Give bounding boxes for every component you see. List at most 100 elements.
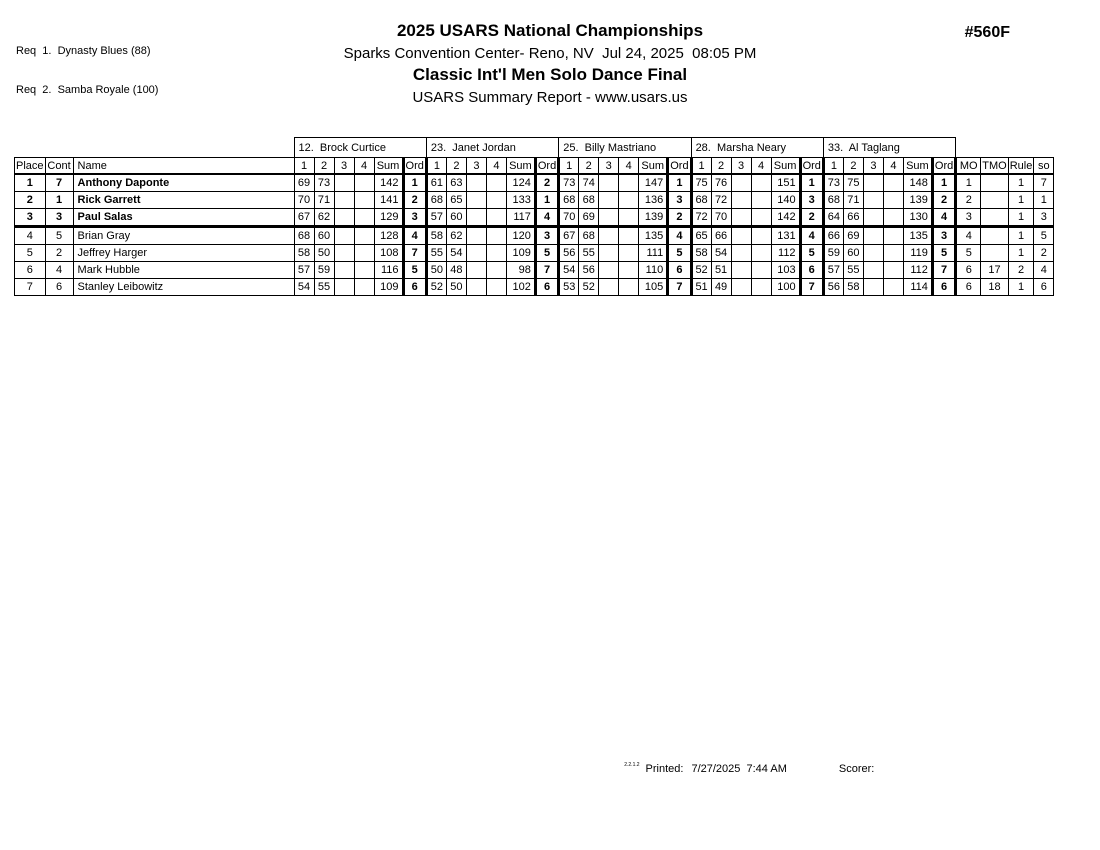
cell-cont: 3 bbox=[44, 208, 74, 228]
cell-sum: 129 bbox=[373, 208, 404, 228]
results-table-container: 12. Brock Curtice 23. Janet Jordan 25. Bil… bbox=[14, 137, 1055, 296]
cell-name: Brian Gray bbox=[72, 226, 295, 245]
cell-sum: 117 bbox=[505, 208, 536, 228]
cell-ord: 3 bbox=[533, 226, 561, 245]
req-line-1: Req 1. Dynasty Blues (88) bbox=[16, 45, 151, 57]
cell-score bbox=[598, 261, 620, 279]
cell-ord: 3 bbox=[666, 191, 693, 209]
cell-score bbox=[598, 278, 620, 296]
cell-score bbox=[465, 261, 487, 279]
cell-sum: 102 bbox=[505, 278, 536, 296]
cell-score: 52 bbox=[425, 278, 447, 296]
venue-date-line: Sparks Convention Center- Reno, NV Jul 2… bbox=[343, 45, 757, 62]
cell-place: 4 bbox=[14, 226, 46, 245]
cell-ord: 2 bbox=[930, 191, 958, 209]
cell-score bbox=[465, 191, 487, 209]
header-score-2: 2 bbox=[313, 157, 335, 175]
cell-score bbox=[485, 261, 507, 279]
cell-ord: 5 bbox=[798, 244, 825, 262]
cell-score: 51 bbox=[710, 261, 732, 279]
cell-score bbox=[333, 226, 355, 245]
cell-score: 54 bbox=[710, 244, 732, 262]
cell-sum: 112 bbox=[770, 244, 801, 262]
cell-mo: 6 bbox=[955, 278, 982, 296]
cell-score bbox=[730, 244, 752, 262]
cell-ord: 4 bbox=[533, 208, 561, 228]
cell-sum: 114 bbox=[902, 278, 933, 296]
cell-cont: 4 bbox=[44, 261, 74, 279]
cell-score: 68 bbox=[578, 191, 600, 209]
cell-mo: 4 bbox=[955, 226, 982, 245]
cell-score: 68 bbox=[690, 191, 712, 209]
cell-score bbox=[485, 244, 507, 262]
cell-score: 67 bbox=[558, 226, 580, 245]
cell-score: 69 bbox=[293, 173, 315, 192]
cell-score bbox=[862, 244, 884, 262]
header-cont: Cont bbox=[44, 157, 74, 175]
header-ord: Ord bbox=[930, 157, 958, 175]
cell-sum: 105 bbox=[638, 278, 669, 296]
header-ord: Ord bbox=[533, 157, 561, 175]
cell-score bbox=[333, 208, 355, 228]
cell-sum: 108 bbox=[373, 244, 404, 262]
cell-sum: 119 bbox=[902, 244, 933, 262]
cell-tmo: 18 bbox=[980, 278, 1009, 296]
cell-score: 66 bbox=[822, 226, 844, 245]
cell-score: 75 bbox=[690, 173, 712, 192]
cell-ord: 6 bbox=[666, 261, 693, 279]
cell-sum: 110 bbox=[638, 261, 669, 279]
cell-rule: 1 bbox=[1007, 191, 1035, 209]
cell-score: 55 bbox=[313, 278, 335, 296]
cell-score: 72 bbox=[690, 208, 712, 228]
cell-sum: 142 bbox=[770, 208, 801, 228]
cell-mo: 3 bbox=[955, 208, 982, 228]
cell-ord: 7 bbox=[401, 244, 428, 262]
cell-score bbox=[862, 226, 884, 245]
cell-sum: 151 bbox=[770, 173, 801, 192]
cell-score: 50 bbox=[425, 261, 447, 279]
cell-ord: 2 bbox=[666, 208, 693, 228]
table-row: 4 5 Brian Gray 68 60 128 4 58 62 120 3 67 68 135 4 65 66… bbox=[14, 226, 1055, 245]
cell-score: 66 bbox=[710, 226, 732, 245]
cell-score: 54 bbox=[558, 261, 580, 279]
cell-score: 48 bbox=[445, 261, 467, 279]
cell-sum: 112 bbox=[902, 261, 933, 279]
table-row: 5 2 Jeffrey Harger 58 50 108 7 55 54 109 5 56 55 111 5… bbox=[14, 244, 1055, 262]
cell-score bbox=[353, 261, 375, 279]
cell-score bbox=[333, 191, 355, 209]
cell-score: 59 bbox=[822, 244, 844, 262]
report-footer: 2.2.1.2 Printed: 7/27/2025 7:44 AM Scorer: bbox=[612, 750, 874, 787]
cell-name: Anthony Daponte bbox=[72, 173, 295, 192]
cell-sum: 147 bbox=[638, 173, 669, 192]
championship-title: 2025 USARS National Championships bbox=[396, 21, 704, 40]
cell-score bbox=[485, 191, 507, 209]
cell-ord: 6 bbox=[401, 278, 428, 296]
results-table: 12. Brock Curtice 23. Janet Jordan 25. Bil… bbox=[14, 137, 1055, 296]
cell-score: 54 bbox=[445, 244, 467, 262]
cell-score bbox=[353, 191, 375, 209]
cell-ord: 6 bbox=[798, 261, 825, 279]
cell-ord: 6 bbox=[930, 278, 958, 296]
table-row: 1 7 Anthony Daponte 69 73 142 1 61 63 124 2 73 74 147… bbox=[14, 173, 1055, 192]
cell-score: 52 bbox=[578, 278, 600, 296]
cell-score bbox=[618, 226, 640, 245]
cell-sum: 130 bbox=[902, 208, 933, 228]
cell-score bbox=[465, 173, 487, 192]
header-score-3: 3 bbox=[465, 157, 487, 175]
header-score-1: 1 bbox=[425, 157, 447, 175]
cell-cont: 2 bbox=[44, 244, 74, 262]
cell-sum: 100 bbox=[770, 278, 801, 296]
cell-score bbox=[750, 173, 772, 192]
cell-score bbox=[353, 226, 375, 245]
version-number: 2.2.1.2 bbox=[624, 762, 640, 768]
cell-score bbox=[750, 208, 772, 228]
cell-sum: 120 bbox=[505, 226, 536, 245]
cell-score bbox=[465, 208, 487, 228]
header-score-3: 3 bbox=[730, 157, 752, 175]
cell-rule: 1 bbox=[1007, 173, 1035, 192]
cell-ord: 1 bbox=[930, 173, 958, 192]
cell-score bbox=[618, 278, 640, 296]
header-ord: Ord bbox=[666, 157, 693, 175]
cell-score bbox=[353, 278, 375, 296]
